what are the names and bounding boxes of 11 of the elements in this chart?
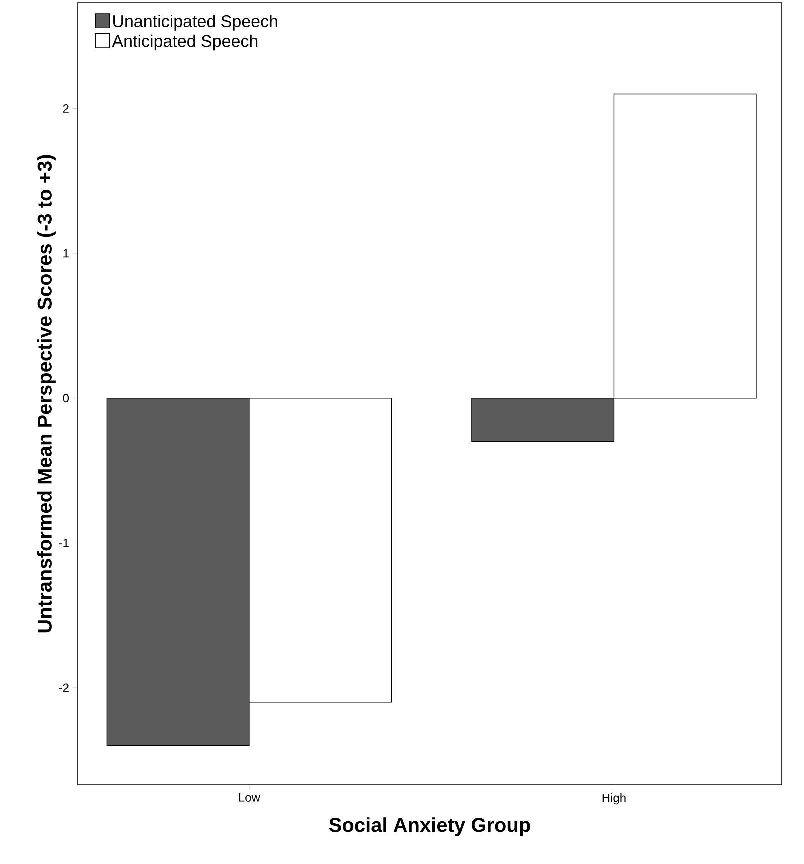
y-tick-label: -2 [59, 684, 69, 692]
legend-label: Unanticipated Speech [114, 15, 278, 31]
y-tick-label: 0 [63, 394, 70, 403]
y-tick-label: -1 [59, 539, 69, 548]
x-tick-label: Low [239, 794, 260, 802]
x-axis-title: Social Anxiety Group [329, 818, 530, 836]
y-axis-title: Untransformed Mean Perspective Scores (-3 to +3) [37, 155, 56, 633]
x-tick-label: High [602, 794, 626, 805]
y-tick-label: 1 [64, 249, 69, 258]
y-tick-label: 2 [63, 104, 69, 113]
legend-label: Anticipated Speech [112, 34, 258, 51]
